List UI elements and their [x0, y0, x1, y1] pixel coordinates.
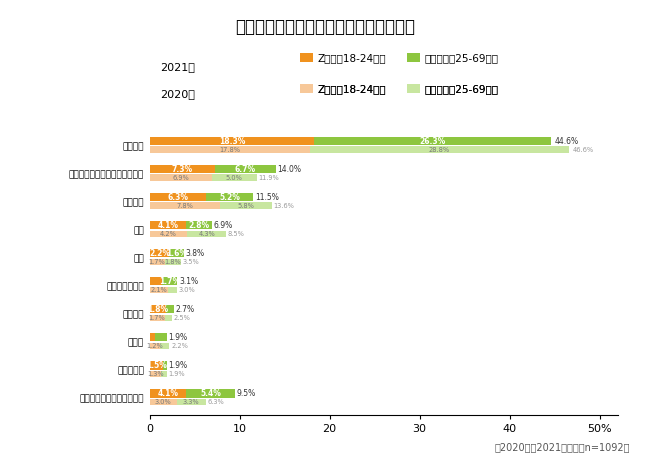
Text: 1.9%: 1.9%	[168, 361, 188, 370]
Bar	[314, 137, 551, 145]
Text: 13.6%: 13.6%	[274, 202, 294, 208]
Bar	[165, 259, 181, 265]
Text: 1.8%: 1.8%	[147, 305, 168, 314]
Bar	[150, 174, 212, 181]
Bar	[150, 165, 215, 173]
Bar	[309, 147, 569, 153]
Bar	[220, 202, 272, 209]
Text: （2020年・2021年ともにn=1092）: （2020年・2021年ともにn=1092）	[495, 442, 630, 452]
Bar	[150, 361, 163, 370]
Text: 6.9%: 6.9%	[213, 221, 233, 230]
Bar	[165, 314, 172, 321]
Text: 1.5%: 1.5%	[146, 361, 166, 370]
Text: 2.5%: 2.5%	[174, 315, 190, 321]
Bar	[161, 343, 169, 349]
Bar	[150, 221, 187, 230]
Text: 2.8%: 2.8%	[188, 221, 209, 230]
Bar	[187, 389, 235, 397]
Bar	[169, 249, 184, 257]
Bar	[150, 389, 187, 397]
Text: 28.8%: 28.8%	[429, 147, 450, 153]
Bar	[163, 361, 166, 370]
Bar	[150, 147, 309, 153]
Text: 18.3%: 18.3%	[218, 136, 245, 146]
Bar	[150, 371, 161, 377]
Text: 11.9%: 11.9%	[259, 175, 279, 181]
Bar	[150, 277, 162, 285]
Bar	[187, 221, 212, 230]
Text: 2.2%: 2.2%	[149, 249, 170, 258]
Text: 26.3%: 26.3%	[419, 136, 446, 146]
Bar	[150, 249, 169, 257]
Text: 11.5%: 11.5%	[255, 193, 279, 201]
Legend: Z世代（18-24歳）, 大人世代（25-69歳）: Z世代（18-24歳）, 大人世代（25-69歳）	[300, 84, 499, 94]
Bar	[162, 277, 177, 285]
Text: 3.0%: 3.0%	[155, 399, 172, 405]
Text: 8.5%: 8.5%	[227, 230, 244, 236]
Bar	[150, 343, 161, 349]
Text: 5.0%: 5.0%	[226, 175, 242, 181]
Bar	[212, 174, 257, 181]
Text: 2021年: 2021年	[160, 62, 195, 72]
Text: 6.7%: 6.7%	[235, 165, 256, 174]
Bar	[215, 165, 276, 173]
Text: 14.0%: 14.0%	[278, 165, 302, 174]
Bar	[150, 305, 166, 313]
Text: 46.6%: 46.6%	[573, 147, 593, 153]
Bar	[187, 230, 226, 236]
Text: 3.1%: 3.1%	[179, 277, 198, 286]
Bar	[150, 287, 168, 293]
Text: 1.8%: 1.8%	[164, 259, 181, 265]
Text: 1.7%: 1.7%	[159, 277, 180, 286]
Bar	[166, 305, 174, 313]
Text: 3.8%: 3.8%	[185, 249, 205, 258]
Text: 1.7%: 1.7%	[149, 315, 166, 321]
Text: 日本国内の環境問題で危機的に思う項目: 日本国内の環境問題で危機的に思う項目	[235, 18, 415, 36]
Text: 1.9%: 1.9%	[168, 371, 185, 377]
Bar	[150, 202, 220, 209]
Bar	[150, 314, 165, 321]
Text: 3.5%: 3.5%	[183, 259, 200, 265]
Bar	[150, 333, 155, 342]
Text: 5.8%: 5.8%	[237, 202, 254, 208]
Bar	[150, 259, 165, 265]
Text: 6.3%: 6.3%	[167, 193, 188, 201]
Text: 9.5%: 9.5%	[237, 389, 256, 398]
Text: 2.7%: 2.7%	[176, 305, 195, 314]
Text: 44.6%: 44.6%	[554, 136, 578, 146]
Bar	[155, 333, 166, 342]
Bar	[161, 371, 166, 377]
Text: 6.3%: 6.3%	[208, 399, 225, 405]
Text: 5.4%: 5.4%	[200, 389, 221, 398]
Text: 7.8%: 7.8%	[176, 202, 193, 208]
Text: 7.3%: 7.3%	[172, 165, 193, 174]
Bar	[177, 399, 206, 405]
Text: 1.9%: 1.9%	[168, 333, 188, 342]
Text: 2.1%: 2.1%	[151, 287, 167, 293]
Text: 3.0%: 3.0%	[178, 287, 195, 293]
Bar	[150, 230, 187, 236]
Text: 3.3%: 3.3%	[183, 399, 200, 405]
Bar	[150, 193, 206, 201]
Text: 4.2%: 4.2%	[160, 230, 177, 236]
Text: 6.9%: 6.9%	[172, 175, 189, 181]
Bar	[150, 399, 177, 405]
Text: 5.2%: 5.2%	[219, 193, 240, 201]
Text: 4.3%: 4.3%	[198, 230, 215, 236]
Text: 1.6%: 1.6%	[166, 249, 187, 258]
Text: 1.3%: 1.3%	[147, 371, 164, 377]
Text: 4.1%: 4.1%	[157, 389, 179, 398]
Bar	[168, 287, 177, 293]
Text: 17.8%: 17.8%	[219, 147, 240, 153]
Bar	[150, 137, 314, 145]
Text: 1.2%: 1.2%	[146, 343, 163, 349]
Text: 2.2%: 2.2%	[171, 343, 188, 349]
Bar	[206, 193, 253, 201]
Text: 2020年: 2020年	[160, 89, 195, 100]
Text: 4.1%: 4.1%	[157, 221, 179, 230]
Text: 1.7%: 1.7%	[149, 259, 166, 265]
